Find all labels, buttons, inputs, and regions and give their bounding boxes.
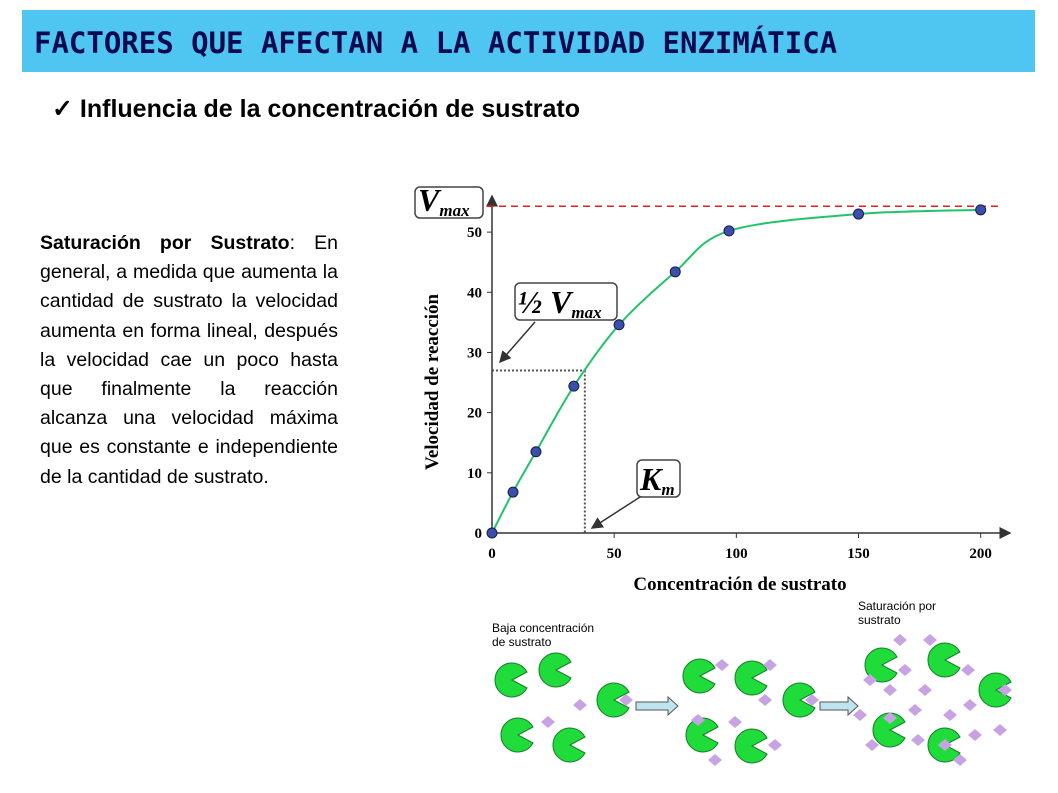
annotation: Km [639, 461, 675, 499]
x-tick-label: 0 [488, 546, 496, 562]
diagram-caption: de sustrato [492, 635, 552, 649]
y-tick-label: 10 [467, 466, 482, 482]
diagram-caption: sustrato [858, 613, 901, 627]
x-tick-label: 50 [607, 546, 622, 562]
point [853, 208, 865, 220]
y-tick-label: 0 [475, 526, 483, 542]
annotation-box [514, 282, 618, 321]
y-tick-label: 40 [467, 285, 482, 301]
annotation-main: ½ V [518, 284, 574, 320]
annotation: ½ Vmax [518, 284, 602, 322]
annotation-box [414, 186, 484, 219]
annotation: Vmax [418, 182, 470, 220]
x-tick-label: 200 [969, 546, 992, 562]
point [669, 266, 681, 278]
y-axis-label: Velocidad de reacción [422, 293, 443, 470]
annotation-arrow [590, 496, 641, 529]
y-tick-label: 50 [467, 225, 482, 241]
point [613, 319, 625, 331]
paragraph: Saturación por Sustrato: En general, a m… [40, 229, 338, 492]
point [530, 446, 542, 458]
x-tick-label: 150 [847, 546, 870, 562]
annotation-main: V [418, 182, 442, 218]
x-axis-label: Concentración de sustrato [633, 574, 846, 595]
point [568, 380, 580, 392]
annotation-sub: max [439, 201, 470, 220]
check: ✓ [52, 95, 80, 123]
point [507, 486, 519, 498]
subtitle-row: ✓ Influencia de la concentración de sust… [52, 94, 580, 124]
title: FACTORES QUE AFECTAN A LA ACTIVIDAD ENZI… [34, 26, 838, 60]
body: : En general, a medida que aumenta la ca… [40, 232, 338, 488]
annotation-box [636, 459, 681, 498]
subtitle: Influencia de la concentración de sustra… [79, 95, 581, 123]
y-tick-label: 20 [467, 406, 482, 422]
y-tick-label: 30 [467, 345, 482, 361]
annotation-sub: max [571, 303, 602, 322]
title-bar [22, 10, 1035, 72]
x-tick-label: 100 [725, 546, 748, 562]
diagram-caption: Baja concentración [492, 621, 594, 635]
term: Saturación por Sustrato [40, 232, 290, 254]
diagram [494, 634, 1012, 766]
point [975, 204, 987, 216]
point [723, 225, 735, 237]
diagram-caption: Saturación por [858, 599, 936, 613]
annotation-main: K [639, 461, 664, 497]
annotation-arrow [499, 321, 536, 364]
point [486, 527, 498, 539]
annotation-sub: m [661, 480, 674, 499]
